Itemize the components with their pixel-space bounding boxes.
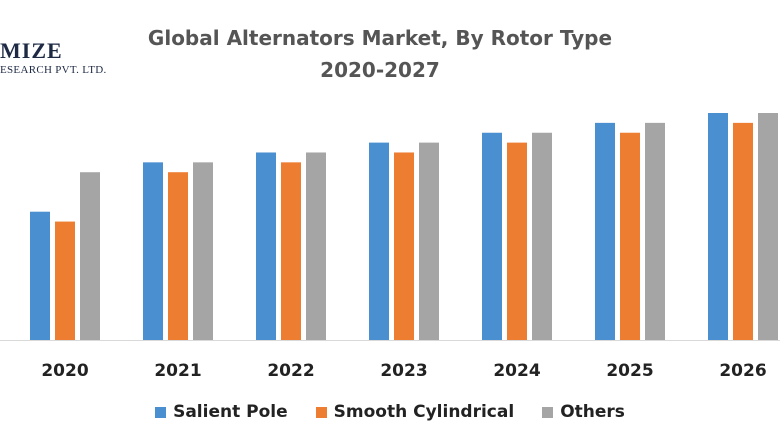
- x-tick-label-2024: 2024: [493, 361, 540, 381]
- legend-swatch-others: [542, 406, 554, 418]
- bar-others-2021: [193, 162, 213, 340]
- company-logo: MIZE ESEARCH PVT. LTD.: [0, 38, 107, 77]
- bar-others-2026: [758, 113, 778, 340]
- bar-smooth-cylindrical-2026: [733, 122, 753, 340]
- logo-sub-text: ESEARCH PVT. LTD.: [0, 64, 107, 76]
- bar-smooth-cylindrical-2020: [55, 221, 75, 340]
- chart-title: Global Alternators Market, By Rotor Type: [147, 26, 613, 50]
- legend-label-smooth-cylindrical: Smooth Cylindrical: [333, 402, 515, 422]
- legend-item-salient-pole: Salient Pole: [155, 402, 288, 422]
- x-tick-label-2022: 2022: [267, 361, 314, 381]
- legend-swatch-smooth-cylindrical: [315, 406, 327, 418]
- x-tick-label-2026: 2026: [719, 361, 766, 381]
- bar-salient-pole-2020: [30, 211, 50, 340]
- bar-smooth-cylindrical-2022: [281, 162, 301, 340]
- bar-others-2024: [532, 132, 552, 340]
- logo-main-text: MIZE: [0, 38, 63, 63]
- legend-label-salient-pole: Salient Pole: [173, 402, 288, 422]
- bar-smooth-cylindrical-2021: [168, 172, 188, 340]
- bar-salient-pole-2022: [256, 152, 276, 340]
- bar-smooth-cylindrical-2025: [620, 132, 640, 340]
- bar-salient-pole-2024: [482, 132, 502, 340]
- legend-item-others: Others: [542, 402, 625, 422]
- bar-smooth-cylindrical-2023: [394, 152, 414, 340]
- legend-swatch-salient-pole: [155, 406, 167, 418]
- bar-others-2020: [80, 172, 100, 340]
- bar-smooth-cylindrical-2024: [507, 142, 527, 340]
- bar-others-2025: [645, 122, 665, 340]
- chart-subtitle: 2020-2027: [320, 58, 440, 82]
- bar-salient-pole-2023: [369, 142, 389, 340]
- x-tick-label-2020: 2020: [41, 361, 88, 381]
- legend-item-smooth-cylindrical: Smooth Cylindrical: [315, 402, 515, 422]
- x-tick-label-2023: 2023: [380, 361, 427, 381]
- bar-salient-pole-2021: [143, 162, 163, 340]
- x-tick-label-2021: 2021: [154, 361, 201, 381]
- legend-label-others: Others: [560, 402, 625, 422]
- x-tick-label-2025: 2025: [606, 361, 653, 381]
- chart-legend: Salient Pole Smooth Cylindrical Others: [0, 402, 780, 422]
- bar-salient-pole-2026: [708, 113, 728, 340]
- bar-others-2023: [419, 142, 439, 340]
- bar-salient-pole-2025: [595, 122, 615, 340]
- bar-others-2022: [306, 152, 326, 340]
